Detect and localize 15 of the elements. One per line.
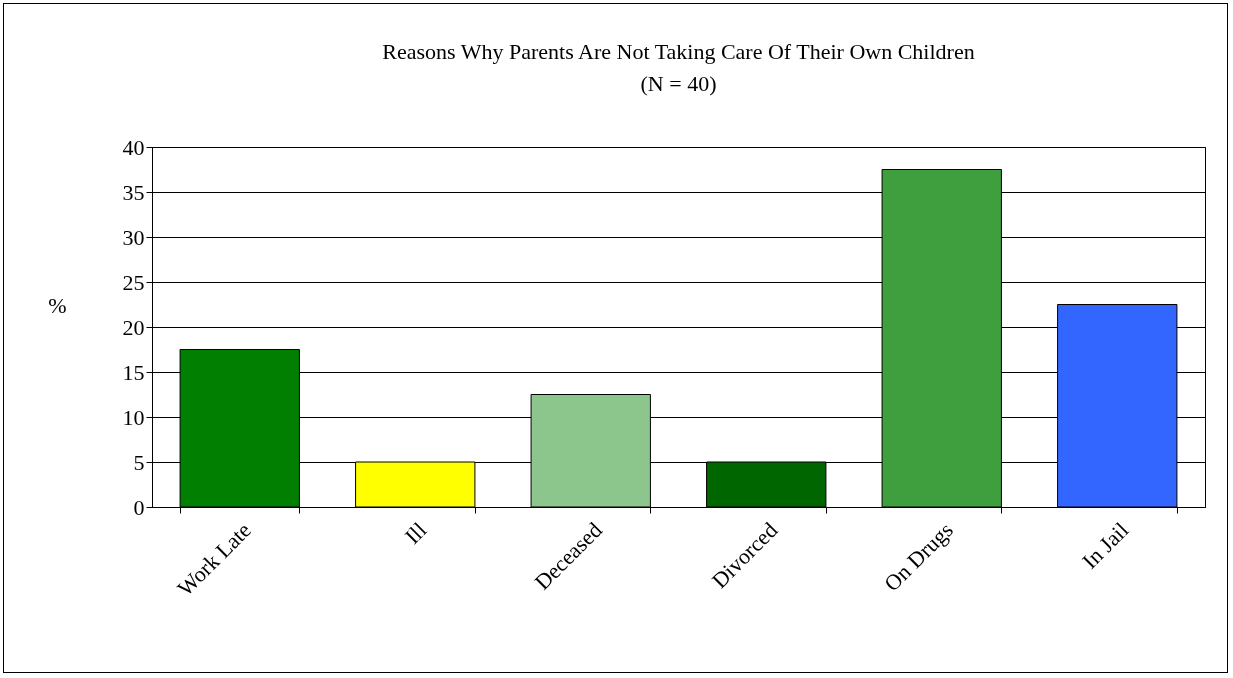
chart-title: Reasons Why Parents Are Not Taking Care Of Their Own Children [382,39,975,64]
y-tick-label: 35 [122,179,145,205]
y-tick-label: 0 [133,494,145,520]
y-tick-label: 25 [122,269,145,295]
x-tick-label: Ill [399,517,432,549]
y-tick-label: 40 [122,134,145,160]
y-tick-label: 30 [122,224,145,250]
y-tick-label: 20 [122,314,145,340]
chart-subtitle: (N = 40) [640,71,717,96]
y-tick-label: 5 [133,449,145,475]
y-axis-title: % [48,292,67,318]
y-tick-label: 15 [122,359,145,385]
x-tick-label: In Jail [1077,517,1134,574]
y-tick-label: 10 [122,404,145,430]
x-tick-label: Work Late [172,517,256,601]
